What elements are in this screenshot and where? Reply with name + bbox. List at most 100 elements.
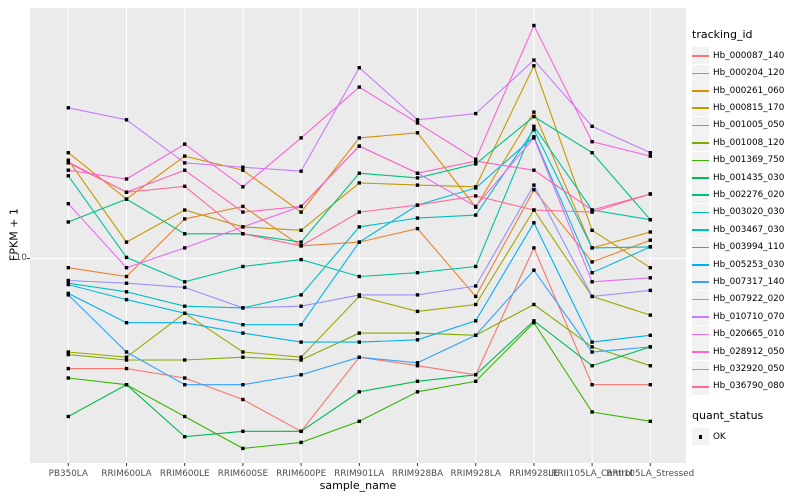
data-point xyxy=(474,333,478,337)
data-point xyxy=(241,323,245,327)
data-point xyxy=(648,245,652,249)
data-point xyxy=(648,218,652,222)
data-point xyxy=(357,390,361,394)
legend-key-line-icon xyxy=(692,351,709,353)
data-point xyxy=(299,169,303,173)
data-point xyxy=(124,383,129,387)
data-point xyxy=(415,121,420,125)
legend-key-line-icon xyxy=(692,298,709,301)
legend-item-ok: OK xyxy=(692,428,800,446)
legend-key xyxy=(692,47,709,65)
legend-key-line-icon xyxy=(692,72,709,75)
legend-item: Hb_003020_030 xyxy=(692,203,800,221)
data-point xyxy=(299,304,303,308)
data-point xyxy=(183,217,187,221)
legend-key-line-icon xyxy=(692,159,709,162)
legend-key xyxy=(692,360,709,378)
data-point xyxy=(241,446,245,451)
x-tick-label: RRIM600PE xyxy=(276,469,326,479)
x-tick-label: RRIM928BA xyxy=(392,469,443,479)
data-point xyxy=(183,168,187,172)
data-point xyxy=(183,285,187,290)
data-point xyxy=(590,228,594,232)
data-point xyxy=(299,323,303,327)
data-point xyxy=(183,358,187,362)
data-point xyxy=(183,280,187,284)
legend-item-label: Hb_007922_020 xyxy=(713,294,785,305)
data-point xyxy=(415,131,420,135)
legend-quant-status: quant_status OK xyxy=(692,409,800,446)
legend-item: Hb_005253_030 xyxy=(692,256,800,274)
panel-background xyxy=(30,8,686,463)
data-point xyxy=(532,23,536,28)
data-point xyxy=(241,204,245,209)
data-point xyxy=(415,364,420,368)
legend-key xyxy=(692,64,709,82)
legend-item-label: Hb_010710_070 xyxy=(713,311,785,322)
data-point xyxy=(299,358,303,362)
data-point xyxy=(415,226,420,231)
data-point xyxy=(124,281,129,285)
data-point xyxy=(415,216,420,220)
data-point xyxy=(474,284,478,288)
data-point xyxy=(532,124,536,128)
data-point xyxy=(124,297,129,302)
data-point xyxy=(183,304,187,308)
data-point xyxy=(299,440,303,445)
data-point xyxy=(357,210,361,214)
data-point xyxy=(532,64,536,68)
x-tick-label: RRII105LA_Control xyxy=(551,469,633,479)
data-point xyxy=(415,176,420,180)
data-point xyxy=(648,276,652,280)
data-point xyxy=(124,177,129,181)
data-point xyxy=(474,373,478,377)
data-point xyxy=(299,210,303,214)
data-point xyxy=(299,240,303,244)
data-point xyxy=(648,419,652,423)
legend-key-line-icon xyxy=(692,229,709,231)
quant-ok-key xyxy=(692,428,709,446)
data-point xyxy=(241,168,245,172)
data-point xyxy=(183,383,187,387)
legend-item-label: Hb_028912_050 xyxy=(713,346,785,357)
data-point xyxy=(532,246,536,250)
data-point xyxy=(590,383,594,387)
data-point xyxy=(241,225,245,229)
legend-item-label: Hb_001369_750 xyxy=(713,155,785,166)
legend-key-line-icon xyxy=(692,385,709,388)
data-point xyxy=(241,264,245,269)
data-point xyxy=(66,106,70,110)
data-point xyxy=(474,204,478,209)
data-point xyxy=(124,350,129,354)
data-point xyxy=(66,282,70,287)
data-point xyxy=(241,350,245,354)
data-point xyxy=(590,345,594,349)
data-point xyxy=(241,165,245,169)
x-tick-label: RRIM600LE xyxy=(160,469,210,479)
legend-item: Hb_032920_050 xyxy=(692,360,800,378)
y-tick-label: 10 xyxy=(15,253,27,263)
data-point xyxy=(590,350,594,354)
legend-item-label: Hb_007317_140 xyxy=(713,276,785,287)
data-point xyxy=(590,124,594,128)
data-point xyxy=(415,338,420,342)
legend-key-line-icon xyxy=(692,281,709,284)
legend-item: Hb_001005_050 xyxy=(692,116,800,134)
data-point xyxy=(590,271,594,275)
data-point xyxy=(124,355,129,359)
legend-item-label: Hb_001008_120 xyxy=(713,137,785,148)
legend-key xyxy=(692,203,709,221)
x-axis-title: sample_name xyxy=(319,479,397,492)
legend-key xyxy=(692,256,709,274)
data-point xyxy=(532,114,536,119)
data-point xyxy=(66,352,70,357)
legend-item-label: Hb_001005_050 xyxy=(713,120,785,131)
data-point xyxy=(183,208,187,212)
legend-item-label: Hb_032920_050 xyxy=(713,364,785,375)
data-point xyxy=(299,340,303,344)
legend-item-label: Hb_003467_030 xyxy=(713,224,785,235)
data-point xyxy=(183,154,187,158)
data-point xyxy=(241,210,245,214)
legend-key-line-icon xyxy=(692,177,709,179)
data-point xyxy=(415,271,420,275)
